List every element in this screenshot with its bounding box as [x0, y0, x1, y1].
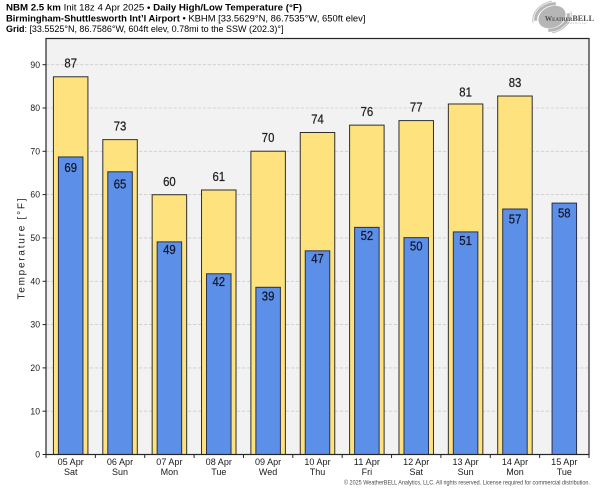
svg-text:40: 40: [30, 276, 40, 286]
svg-text:57: 57: [509, 213, 522, 227]
svg-text:90: 90: [30, 60, 40, 70]
svg-text:51: 51: [459, 234, 472, 248]
svg-text:70: 70: [30, 146, 40, 156]
svg-text:13 Apr: 13 Apr: [453, 457, 479, 467]
svg-text:12 Apr: 12 Apr: [403, 457, 429, 467]
svg-text:73: 73: [114, 120, 127, 134]
svg-text:58: 58: [558, 207, 571, 221]
svg-text:14 Apr: 14 Apr: [502, 457, 528, 467]
svg-text:20: 20: [30, 363, 40, 373]
svg-text:Tue: Tue: [557, 467, 572, 477]
svg-text:69: 69: [64, 161, 77, 175]
svg-text:10 Apr: 10 Apr: [304, 457, 330, 467]
svg-text:Mon: Mon: [506, 467, 524, 477]
svg-text:Thu: Thu: [310, 467, 326, 477]
svg-text:49: 49: [163, 243, 176, 257]
svg-text:0: 0: [35, 450, 40, 460]
svg-text:07 Apr: 07 Apr: [156, 457, 182, 467]
svg-text:Sat: Sat: [409, 467, 423, 477]
svg-text:10: 10: [30, 406, 40, 416]
svg-text:06 Apr: 06 Apr: [107, 457, 133, 467]
svg-text:08 Apr: 08 Apr: [206, 457, 232, 467]
svg-text:ANALYTICS LLC: ANALYTICS LLC: [565, 22, 587, 25]
svg-text:87: 87: [64, 57, 77, 71]
svg-text:NBM 2.5 km Init 18z 4 Apr 2025: NBM 2.5 km Init 18z 4 Apr 2025 • Daily H…: [6, 3, 302, 13]
svg-text:05 Apr: 05 Apr: [58, 457, 84, 467]
svg-text:80: 80: [30, 103, 40, 113]
svg-text:09 Apr: 09 Apr: [255, 457, 281, 467]
svg-text:11 Apr: 11 Apr: [354, 457, 380, 467]
svg-text:Sun: Sun: [112, 467, 128, 477]
svg-text:65: 65: [114, 177, 127, 191]
svg-text:Wed: Wed: [259, 467, 277, 477]
svg-text:74: 74: [311, 113, 324, 127]
svg-text:Mon: Mon: [161, 467, 179, 477]
svg-text:42: 42: [213, 275, 226, 289]
svg-text:WEATHERBELL: WEATHERBELL: [545, 14, 595, 23]
svg-text:Tue: Tue: [211, 467, 226, 477]
svg-text:Sat: Sat: [64, 467, 78, 477]
svg-text:76: 76: [361, 105, 374, 119]
svg-text:47: 47: [311, 252, 324, 266]
svg-text:81: 81: [459, 85, 472, 99]
svg-text:© 2025 WeatherBELL Analytics,: © 2025 WeatherBELL Analytics, LLC. All r…: [344, 479, 590, 487]
svg-text:Sun: Sun: [458, 467, 474, 477]
svg-text:Temperature [°F]: Temperature [°F]: [16, 198, 27, 299]
svg-text:60: 60: [163, 175, 176, 189]
svg-text:Grid: [33.5525°N, 86.7586°W, 6: Grid: [33.5525°N, 86.7586°W, 604ft elev,…: [6, 24, 284, 34]
svg-text:39: 39: [262, 289, 275, 303]
svg-text:30: 30: [30, 320, 40, 330]
svg-text:60: 60: [30, 190, 40, 200]
svg-text:Fri: Fri: [362, 467, 373, 477]
svg-text:77: 77: [410, 101, 423, 115]
svg-text:70: 70: [262, 131, 275, 145]
svg-text:52: 52: [361, 229, 374, 243]
svg-text:50: 50: [30, 233, 40, 243]
svg-text:50: 50: [410, 239, 423, 253]
svg-text:61: 61: [213, 170, 226, 184]
svg-text:83: 83: [509, 76, 522, 90]
svg-text:Birmingham-Shuttlesworth Int’l: Birmingham-Shuttlesworth Int’l Airport •…: [6, 14, 366, 24]
svg-text:15 Apr: 15 Apr: [551, 457, 577, 467]
